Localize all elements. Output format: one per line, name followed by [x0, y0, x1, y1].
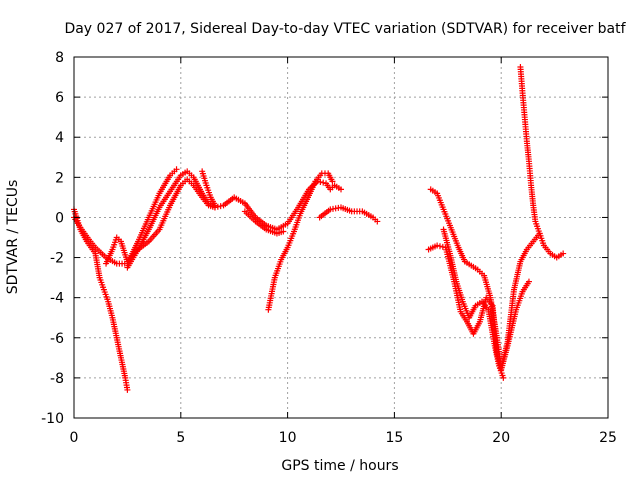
data-point [124, 386, 131, 393]
data-point [173, 166, 180, 173]
axis-ticks: 0 5 10 15 20 25 -10 -8 -6 -4 -2 0 2 4 6 8 [41, 50, 617, 446]
series-track-1 [71, 206, 131, 393]
x-tick-label: 15 [385, 430, 403, 446]
y-tick-label: 8 [55, 50, 64, 66]
data-point [329, 178, 336, 185]
data-point [320, 179, 327, 186]
series-track-11 [440, 226, 507, 381]
series-track-5 [199, 168, 218, 209]
x-axis-label: GPS time / hours [281, 458, 398, 474]
y-tick-label: 2 [55, 170, 64, 186]
y-axis-label: SDTVAR / TECUs [5, 180, 21, 295]
series-track-12 [517, 64, 543, 237]
data-point [500, 374, 507, 381]
plot-frame [73, 56, 609, 419]
x-tick-label: 5 [176, 430, 185, 446]
data-point [280, 228, 287, 235]
data-point [338, 186, 344, 193]
y-tick-label: -2 [50, 251, 64, 267]
grid [74, 57, 608, 418]
data-point [374, 218, 381, 225]
data-point [211, 202, 218, 209]
data-series [71, 64, 567, 393]
y-tick-label: 0 [55, 210, 64, 226]
series-track-6 [241, 208, 287, 237]
y-tick-label: 6 [55, 90, 64, 106]
y-tick-label: 4 [55, 130, 64, 146]
x-tick-label: 25 [599, 430, 617, 446]
series-track-10 [425, 242, 532, 373]
data-point [560, 250, 567, 257]
data-point [525, 278, 532, 285]
data-point [434, 242, 441, 249]
x-tick-label: 0 [70, 430, 79, 446]
chart-title: Day 027 of 2017, Sidereal Day-to-day VTE… [64, 21, 626, 37]
series-track-7 [265, 170, 336, 313]
x-tick-label: 10 [279, 430, 297, 446]
data-point [536, 230, 543, 237]
y-tick-label: -8 [50, 371, 64, 387]
series-track-3 [103, 176, 344, 267]
data-point [439, 243, 446, 250]
data-point [317, 179, 324, 186]
series-track-4 [124, 168, 218, 271]
data-point [217, 203, 224, 210]
data-point [436, 243, 443, 250]
y-tick-label: -4 [50, 291, 64, 307]
y-tick-label: -10 [41, 411, 64, 427]
series-track-8 [316, 204, 381, 225]
data-point [214, 203, 221, 210]
y-tick-label: -6 [50, 331, 64, 347]
x-tick-label: 20 [492, 430, 510, 446]
